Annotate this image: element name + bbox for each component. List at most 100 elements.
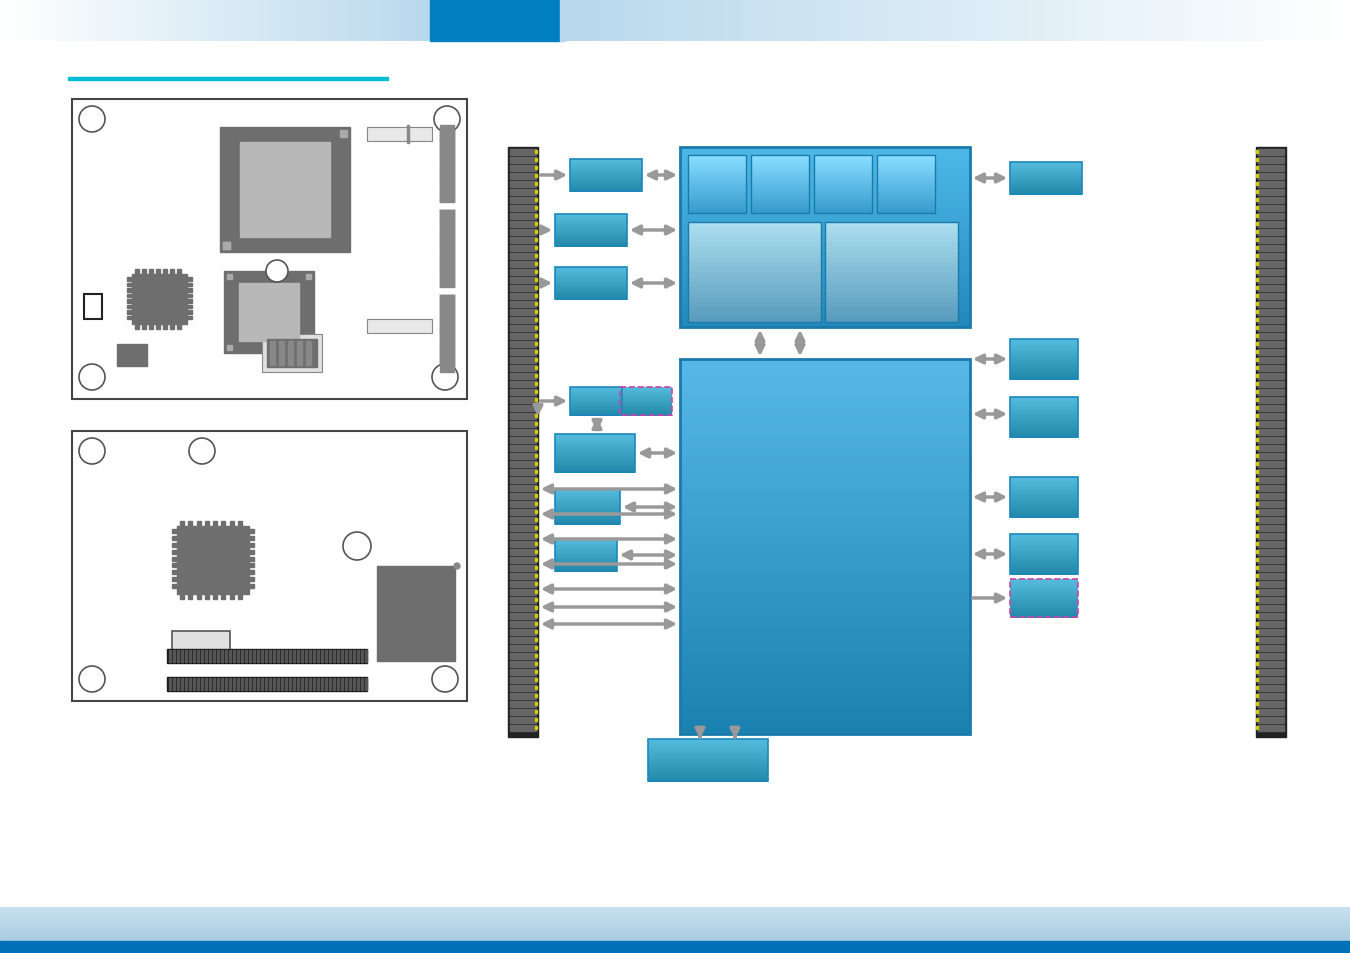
Bar bbox=[555, 521, 620, 522]
Bar bbox=[570, 185, 643, 186]
Bar bbox=[680, 163, 971, 167]
Bar bbox=[305, 679, 306, 690]
Bar bbox=[555, 541, 617, 542]
Bar bbox=[570, 391, 622, 392]
Bar bbox=[555, 519, 620, 520]
Bar bbox=[555, 226, 626, 227]
Bar bbox=[193, 0, 200, 42]
Bar bbox=[680, 234, 971, 238]
Bar bbox=[814, 182, 872, 185]
Bar bbox=[1010, 556, 1079, 557]
Bar bbox=[209, 0, 216, 42]
Circle shape bbox=[433, 107, 460, 132]
Bar bbox=[741, 0, 752, 42]
Bar bbox=[555, 499, 620, 500]
Bar bbox=[555, 289, 626, 290]
Bar bbox=[680, 237, 971, 241]
Bar bbox=[570, 181, 643, 183]
Bar bbox=[878, 196, 936, 200]
Bar bbox=[570, 170, 643, 171]
Bar bbox=[1010, 165, 1081, 167]
Bar bbox=[301, 679, 302, 690]
Bar bbox=[510, 430, 536, 435]
Bar bbox=[171, 530, 177, 534]
Bar bbox=[242, 0, 248, 42]
Bar bbox=[620, 394, 672, 395]
Bar bbox=[205, 650, 207, 662]
Bar bbox=[355, 0, 360, 42]
Bar bbox=[878, 188, 936, 192]
Bar bbox=[680, 301, 971, 304]
Bar bbox=[620, 399, 672, 400]
Bar bbox=[918, 0, 929, 42]
Bar bbox=[205, 679, 207, 690]
Bar bbox=[333, 650, 335, 662]
Bar bbox=[1010, 434, 1079, 435]
Bar bbox=[555, 508, 620, 509]
Bar bbox=[680, 669, 971, 674]
Bar bbox=[306, 274, 310, 280]
Bar bbox=[555, 290, 626, 291]
Bar bbox=[555, 513, 620, 515]
Bar bbox=[825, 253, 958, 258]
Bar bbox=[352, 650, 355, 662]
Bar bbox=[221, 679, 223, 690]
Bar bbox=[1258, 477, 1284, 483]
Bar bbox=[439, 210, 455, 288]
Bar bbox=[648, 778, 768, 780]
Bar bbox=[1258, 485, 1284, 491]
Bar bbox=[614, 0, 625, 42]
Bar bbox=[1258, 310, 1284, 315]
Bar bbox=[555, 469, 634, 470]
Bar bbox=[680, 297, 971, 301]
Bar bbox=[1256, 375, 1258, 377]
Bar bbox=[1010, 501, 1079, 503]
Bar bbox=[688, 263, 821, 268]
Bar bbox=[440, 135, 454, 137]
Bar bbox=[680, 211, 971, 214]
Bar bbox=[570, 172, 643, 173]
Bar bbox=[68, 78, 387, 81]
Bar bbox=[297, 650, 298, 662]
Bar bbox=[555, 454, 634, 455]
Bar bbox=[510, 381, 536, 387]
Bar bbox=[535, 575, 537, 578]
Bar bbox=[510, 230, 536, 235]
Bar bbox=[364, 650, 367, 662]
Bar bbox=[560, 0, 566, 42]
Bar bbox=[555, 280, 626, 282]
Bar bbox=[440, 262, 454, 264]
Bar bbox=[256, 650, 259, 662]
Bar bbox=[680, 292, 971, 295]
Bar bbox=[393, 0, 398, 42]
Bar bbox=[1010, 167, 1081, 168]
Bar bbox=[555, 442, 634, 443]
Bar bbox=[535, 422, 537, 426]
Bar bbox=[620, 413, 672, 414]
Bar bbox=[1010, 481, 1079, 483]
Bar bbox=[680, 402, 971, 407]
Bar bbox=[1010, 609, 1079, 610]
Bar bbox=[814, 202, 872, 206]
Bar bbox=[555, 567, 617, 568]
Bar bbox=[409, 0, 414, 42]
Bar bbox=[555, 243, 626, 244]
Bar bbox=[440, 216, 454, 219]
Bar bbox=[1010, 535, 1079, 536]
Bar bbox=[680, 258, 971, 262]
Bar bbox=[510, 286, 536, 292]
Bar bbox=[648, 747, 768, 749]
Bar bbox=[555, 551, 617, 552]
Bar bbox=[535, 207, 537, 210]
Bar bbox=[555, 510, 620, 511]
Bar bbox=[688, 257, 821, 263]
Bar bbox=[1010, 428, 1079, 429]
Bar bbox=[680, 481, 971, 487]
Bar bbox=[555, 278, 626, 279]
Bar bbox=[1010, 561, 1079, 563]
Bar bbox=[1256, 167, 1258, 170]
Bar bbox=[555, 285, 626, 287]
Bar bbox=[1010, 412, 1079, 413]
Bar bbox=[680, 294, 971, 298]
Bar bbox=[1010, 572, 1079, 573]
